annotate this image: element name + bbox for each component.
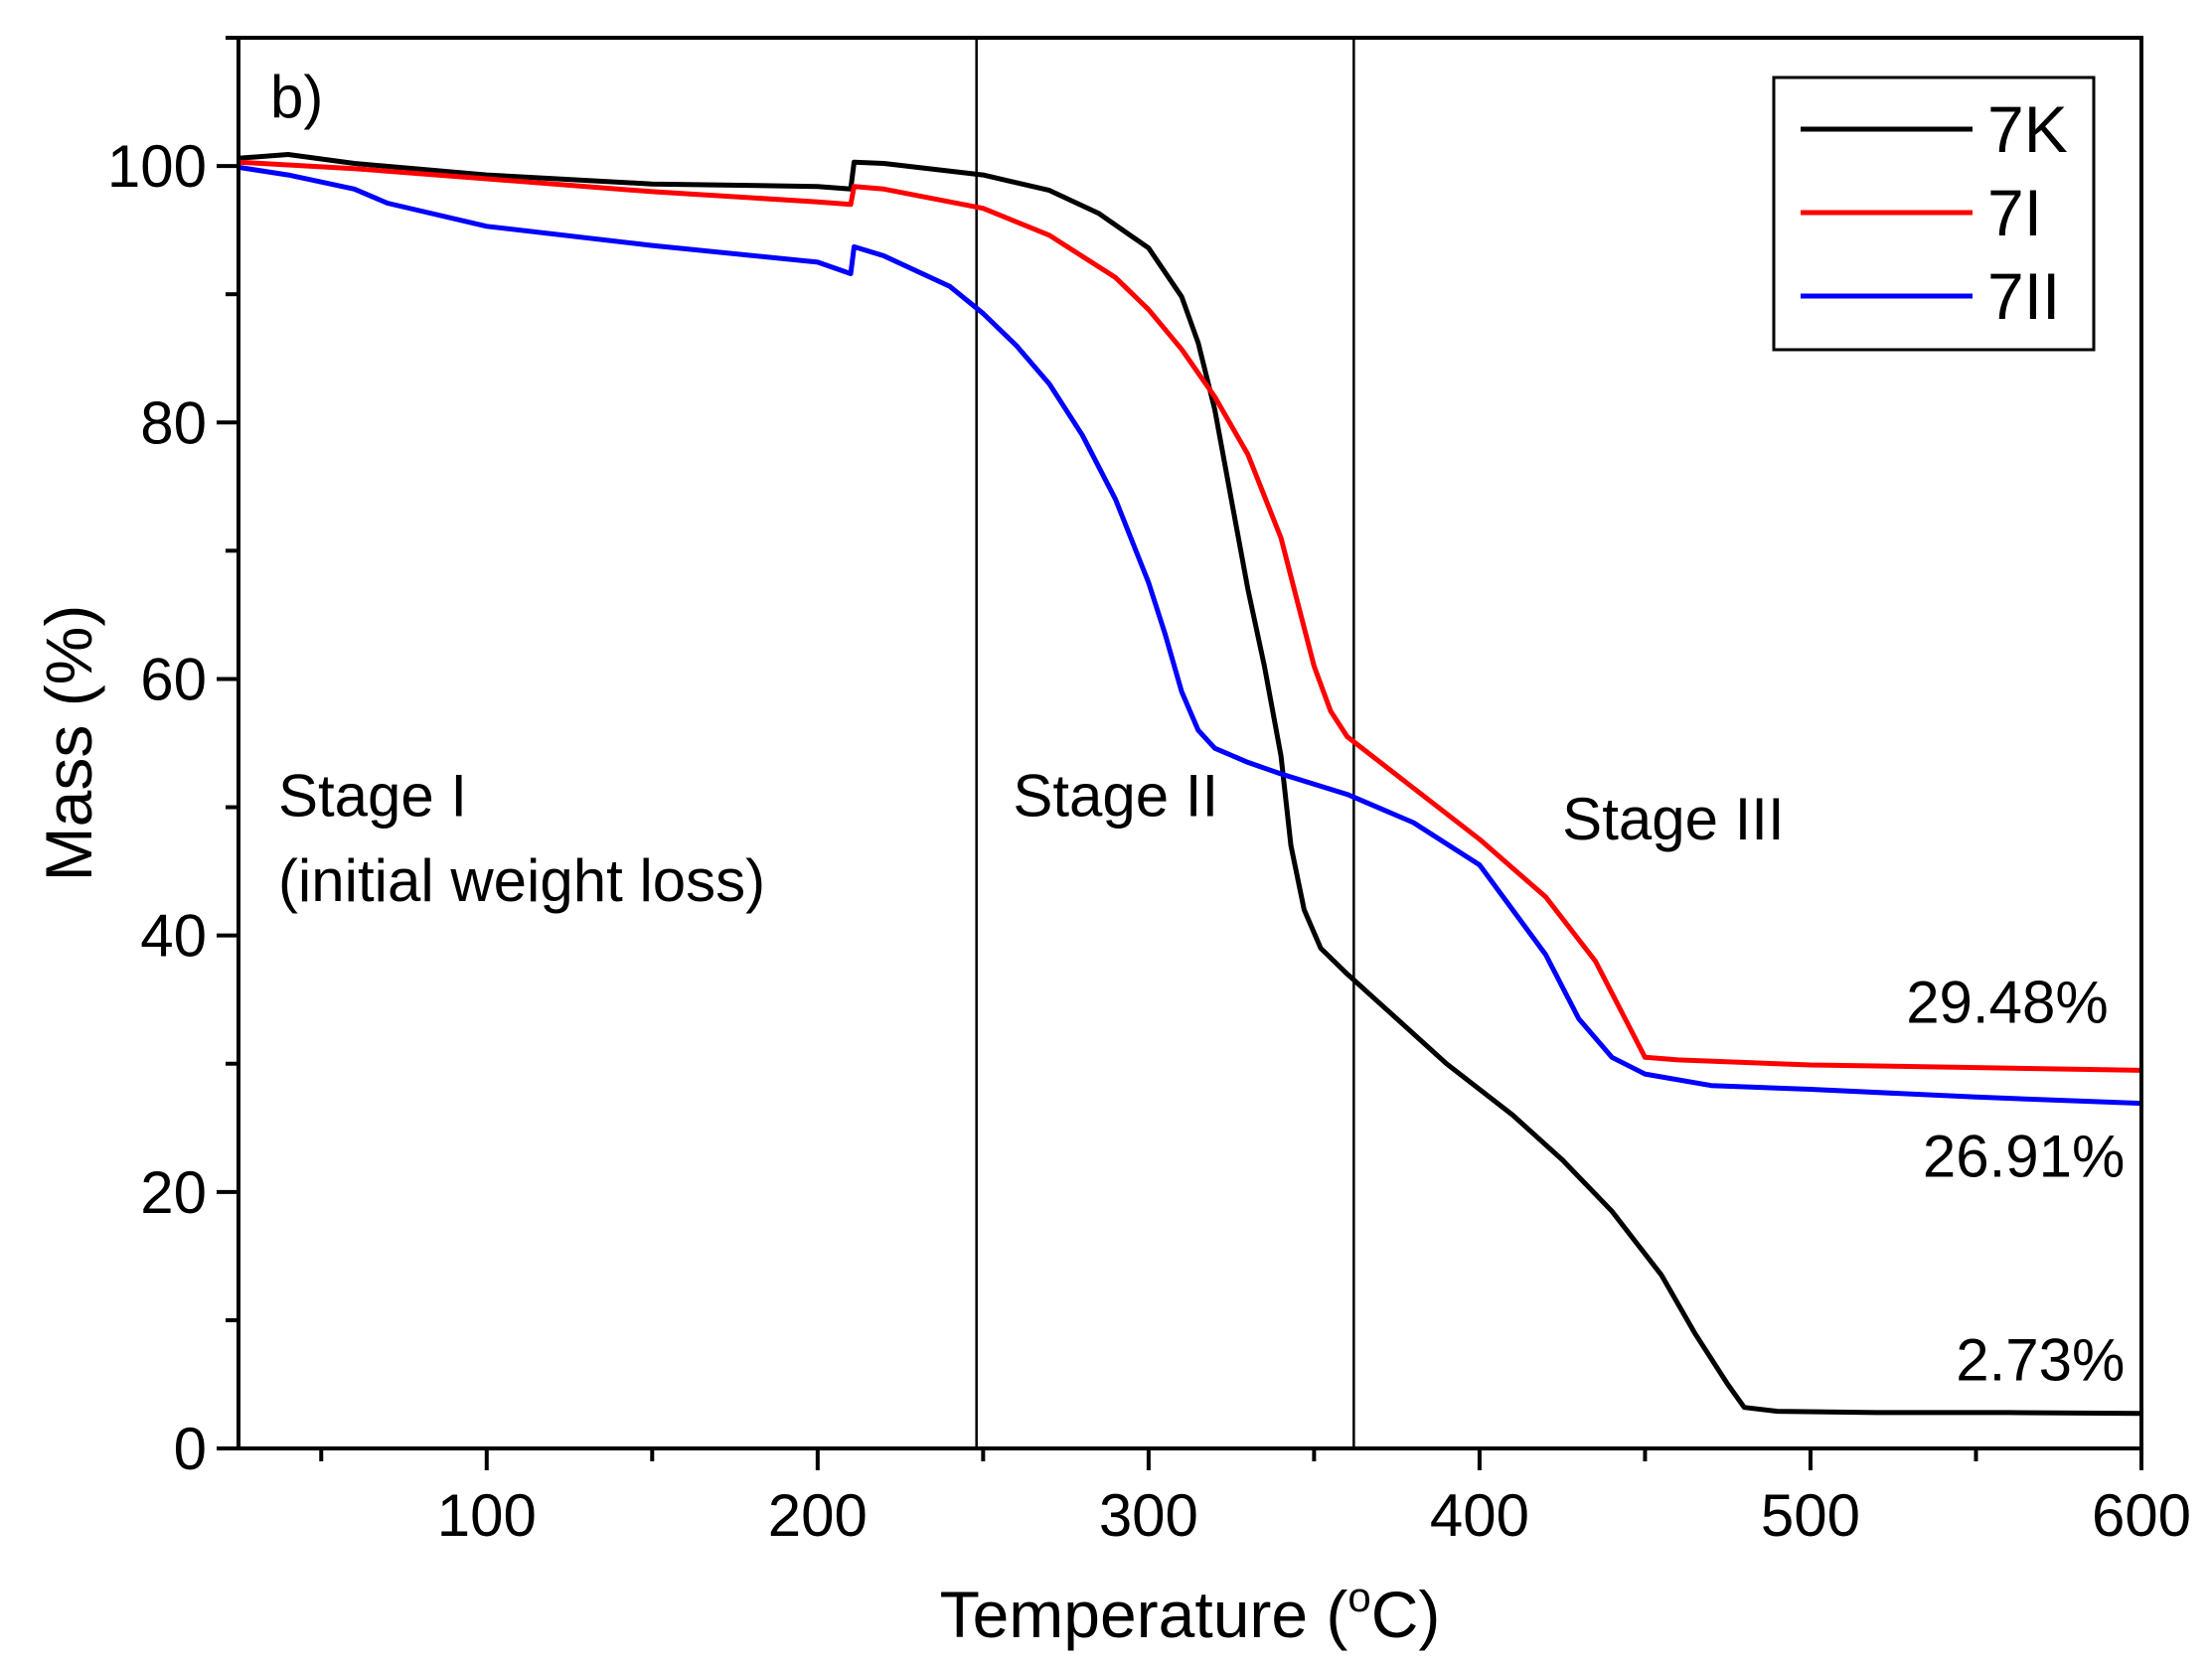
legend-label-7i: 7I [1987,176,2042,249]
annotation-label: 29.48% [1906,969,2109,1035]
x-tick-label: 100 [437,1482,537,1549]
legend-label-7k: 7K [1987,92,2068,166]
series-line-7ii [237,164,2142,1107]
legend: 7K 7I 7II [1772,76,2096,352]
y-tick-label: 100 [107,133,207,200]
annotation-label: Stage III [1562,786,1784,852]
x-tick-label: 300 [1099,1482,1198,1549]
x-axis-title: Temperature (oC) [940,1574,1441,1651]
x-tick-label: 200 [768,1482,868,1549]
annotation-label: 26.91% [1923,1123,2126,1189]
y-tick-label: 40 [140,903,207,970]
y-tick-label: 20 [140,1159,207,1226]
x-tick-label: 500 [1761,1482,1860,1549]
panel-label: b) [270,64,323,130]
annotations: Stage I (initial weight loss) Stage II Stag… [278,763,2125,1394]
annotation-label: Stage I [278,763,467,830]
series-line-7i [237,159,2142,1073]
y-axis: 0 20 40 60 80 100 [107,36,238,1482]
legend-label-7ii: 7II [1987,259,2060,333]
y-axis-title: Mass (%) [32,605,105,882]
y-tick-label: 80 [140,389,207,456]
series-line-7k [237,152,2142,1417]
y-tick-label: 0 [174,1416,207,1482]
annotation-label: Stage II [1013,763,1218,830]
plot-area [237,38,2142,1448]
x-axis: 100 200 300 400 500 600 [319,1448,2191,1549]
x-tick-label: 600 [2092,1482,2191,1549]
annotation-label: (initial weight loss) [278,847,765,914]
annotation-label: 2.73% [1956,1327,2125,1394]
x-tick-label: 400 [1430,1482,1529,1549]
plot-frame [237,36,2143,1450]
y-tick-label: 60 [140,646,207,712]
